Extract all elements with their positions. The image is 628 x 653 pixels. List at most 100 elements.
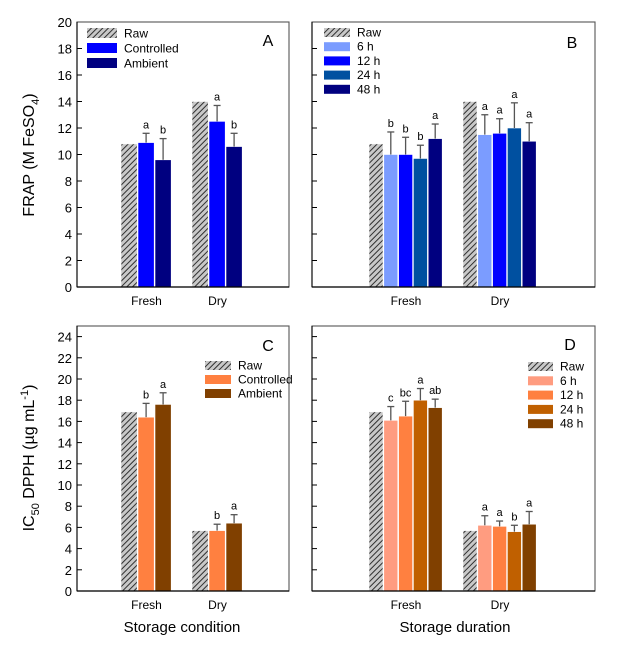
bar-24-h-fresh (413, 158, 428, 288)
significance-letter: a (497, 105, 504, 117)
panel-label: A (263, 33, 274, 50)
bar-6-h-dry (477, 524, 493, 592)
legend-swatch (205, 375, 231, 384)
legend-swatch (528, 376, 553, 386)
legend-label: Raw (238, 359, 262, 373)
bar-raw-dry (462, 530, 478, 592)
panel-label: C (262, 338, 274, 355)
significance-letter: a (214, 91, 221, 103)
legend-swatch (87, 58, 117, 68)
significance-letter: a (482, 101, 489, 113)
bar-raw-dry (191, 530, 209, 592)
significance-letter: a (526, 498, 533, 510)
bar-controlled-fresh (137, 142, 155, 288)
legend-swatch (528, 362, 553, 371)
significance-letter: a (417, 375, 424, 387)
plot-frame (311, 21, 596, 288)
bar-ambient-fresh (154, 404, 172, 592)
bar-controlled-dry (208, 121, 226, 288)
panel-c: 024681012141618202224baFreshbaDryCRawCon… (58, 325, 293, 612)
y-tick-label: 2 (65, 563, 72, 578)
panel-label: B (567, 35, 578, 52)
y-tick-label: 16 (58, 414, 72, 429)
bar-6-h-dry (477, 134, 493, 288)
y-tick-label: 6 (65, 520, 72, 535)
x-tick-label: Fresh (391, 598, 422, 612)
bar-24-h-dry (507, 127, 522, 288)
legend-label: 6 h (560, 374, 577, 388)
bar-ambient-fresh (154, 159, 172, 288)
bar-48-h-dry (521, 523, 537, 592)
x-axis-title-storage-condition: Storage condition (124, 619, 241, 636)
legend-label: 48 h (560, 417, 583, 431)
legend-label: Raw (357, 26, 381, 40)
significance-letter: a (511, 89, 518, 101)
legend-swatch (324, 70, 350, 80)
y-tick-label: 10 (58, 478, 72, 493)
legend-swatch (528, 390, 553, 400)
significance-letter: a (231, 501, 238, 513)
legend-label: Raw (124, 27, 148, 41)
legend-label: Ambient (124, 57, 169, 71)
x-tick-label: Dry (491, 294, 510, 308)
panel-label: D (564, 337, 576, 354)
y-tick-label: 10 (58, 148, 72, 163)
x-tick-label: Dry (208, 294, 227, 308)
legend-label: Controlled (238, 373, 293, 387)
significance-letter: a (482, 502, 489, 514)
x-tick-label: Dry (491, 598, 510, 612)
legend-swatch (528, 404, 553, 414)
bar-12-h-fresh (398, 415, 413, 592)
y-tick-label: 16 (58, 68, 72, 83)
bar-ambient-dry (225, 522, 243, 592)
y-tick-label: 4 (65, 542, 72, 557)
y-tick-label: 4 (65, 227, 72, 242)
significance-letter: b (160, 125, 166, 137)
bar-raw-fresh (120, 143, 138, 288)
y-tick-label: 18 (58, 393, 72, 408)
legend-swatch (205, 389, 231, 398)
bar-48-h-fresh (427, 138, 443, 288)
significance-letter: b (403, 123, 409, 135)
y-axis-title-frap: FRAP (M FeSO4) (21, 93, 42, 216)
y-axis-title-ic50: IC50 DPPH (µg mL-1) (19, 385, 42, 532)
significance-letter: b (214, 510, 220, 522)
bar-48-h-dry (521, 140, 537, 288)
legend-label: 12 h (357, 54, 380, 68)
significance-letter: bc (400, 387, 412, 399)
significance-letter: b (388, 118, 394, 130)
bar-12-h-fresh (398, 154, 413, 288)
y-tick-label: 18 (58, 42, 72, 57)
y-tick-label: 24 (58, 330, 72, 345)
legend-label: Controlled (124, 42, 179, 56)
y-tick-label: 12 (58, 121, 72, 136)
bar-raw-fresh (368, 411, 384, 592)
bar-controlled-dry (208, 530, 226, 592)
legend-label: Ambient (238, 387, 283, 401)
x-tick-label: Fresh (391, 294, 422, 308)
y-tick-label: 0 (65, 280, 72, 295)
y-tick-label: 22 (58, 351, 72, 366)
bar-48-h-fresh (427, 407, 443, 592)
x-tick-label: Fresh (131, 598, 162, 612)
y-tick-label: 2 (65, 254, 72, 269)
legend-swatch (528, 419, 553, 429)
x-axis-title-storage-duration: Storage duration (400, 619, 511, 636)
bar-6-h-fresh (383, 154, 399, 288)
bar-raw-fresh (368, 143, 384, 288)
significance-letter: b (231, 119, 237, 131)
significance-letter: b (511, 511, 517, 523)
bar-12-h-dry (492, 526, 507, 592)
y-tick-label: 12 (58, 457, 72, 472)
legend-swatch (324, 28, 350, 37)
legend-label: 48 h (357, 82, 380, 96)
legend-label: Raw (560, 360, 584, 374)
y-tick-label: 8 (65, 174, 72, 189)
legend-swatch (87, 43, 117, 53)
bar-24-h-fresh (413, 399, 428, 592)
